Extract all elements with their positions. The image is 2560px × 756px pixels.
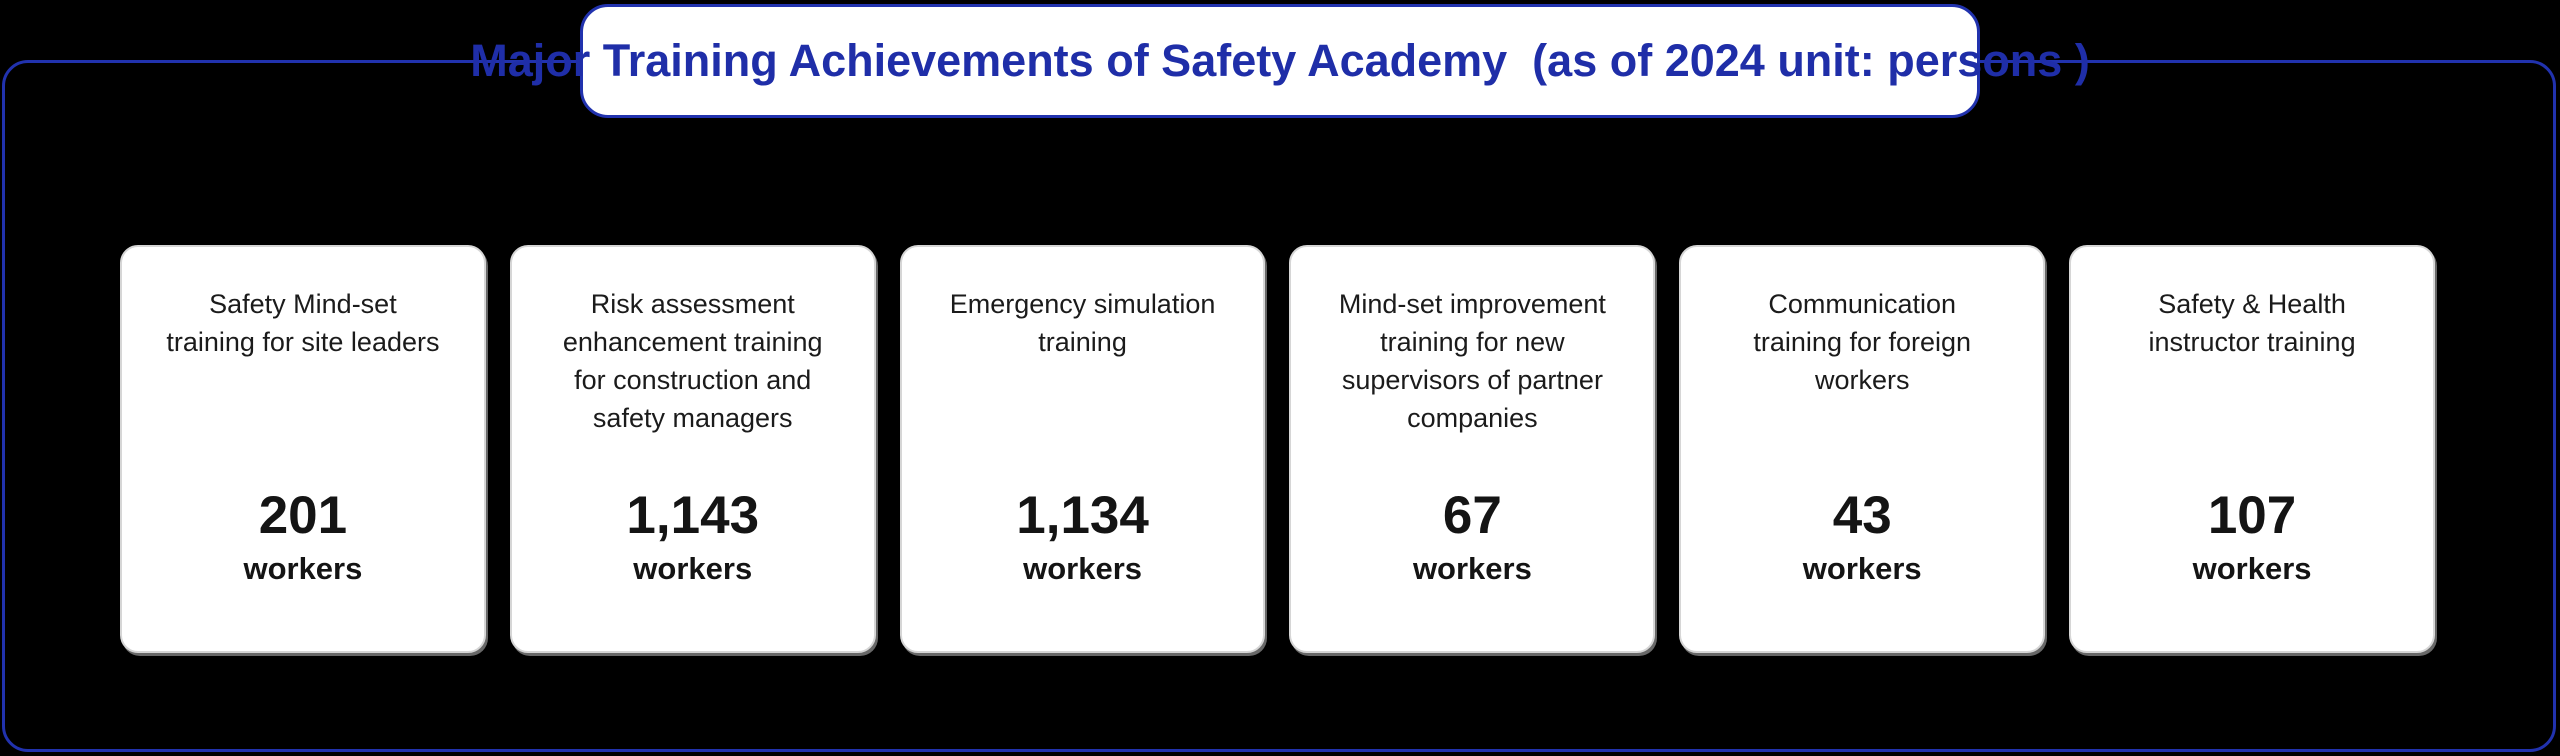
card-value: 1,143 bbox=[626, 486, 760, 545]
page-title: Major Training Achievements of Safety Ac… bbox=[470, 35, 2090, 86]
card-unit: workers bbox=[1412, 551, 1532, 586]
card-value: 1,134 bbox=[1016, 486, 1149, 545]
card-unit: workers bbox=[243, 551, 363, 586]
training-card-site-leaders: Safety Mind-set training for site leader… bbox=[120, 245, 486, 653]
training-card-instructor-training: Safety & Health instructor training 107 … bbox=[2069, 245, 2435, 653]
card-label: Safety Mind-set training for site leader… bbox=[166, 289, 440, 357]
training-card-mindset-improvement: Mind-set improvement training for new su… bbox=[1289, 245, 1656, 653]
card-label: Emergency simulation training bbox=[949, 289, 1216, 357]
training-card-risk-assessment: Risk assessment enhancement training for… bbox=[509, 245, 876, 653]
card-label: Safety & Health instructor training bbox=[2148, 289, 2356, 357]
card-unit: workers bbox=[633, 551, 753, 586]
title-banner: Major Training Achievements of Safety Ac… bbox=[470, 4, 2090, 118]
training-card-communication-foreign-workers: Communication training for foreign worke… bbox=[1679, 245, 2046, 653]
card-unit: workers bbox=[1802, 551, 1922, 586]
card-value: 107 bbox=[2207, 486, 2297, 545]
card-value: 67 bbox=[1442, 486, 1502, 545]
card-label: Mind-set improvement training for new su… bbox=[1338, 289, 1606, 433]
card-unit: workers bbox=[1023, 551, 1143, 586]
card-label: Risk assessment enhancement training for… bbox=[562, 289, 823, 433]
card-label: Communication training for foreign worke… bbox=[1753, 289, 1972, 395]
stat-cards-row: Safety Mind-set training for site leader… bbox=[120, 245, 2435, 653]
card-value: 43 bbox=[1832, 486, 1892, 545]
training-card-emergency-simulation: Emergency simulation training 1,134 work… bbox=[899, 245, 1266, 653]
card-unit: workers bbox=[2192, 551, 2312, 586]
card-value: 201 bbox=[258, 486, 348, 545]
